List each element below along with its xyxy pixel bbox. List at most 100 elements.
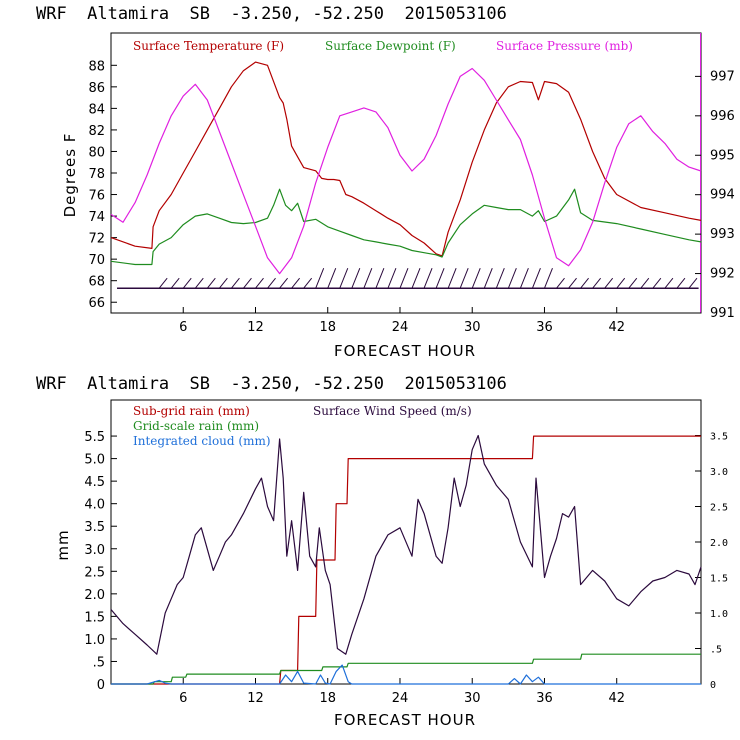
- y-tick-label: 5.0: [84, 453, 105, 468]
- wind-barb: [580, 277, 589, 289]
- x-tick-label: 24: [392, 691, 409, 706]
- precipitation-chart: WRF Altamira SB -3.250, -52.250 20150531…: [36, 374, 728, 729]
- right-axis-line-top: [700, 33, 701, 313]
- surface-pressure-line: [110, 67, 702, 275]
- wind-barb: [303, 277, 313, 289]
- wind-barb: [279, 277, 288, 289]
- wind-barb: [544, 268, 553, 289]
- wind-barb: [255, 277, 264, 289]
- y-tick-label: 70: [88, 253, 105, 268]
- y2-tick-label: 0: [710, 680, 716, 691]
- y2-tick-label: 3.0: [710, 467, 728, 478]
- wind-barb: [507, 268, 517, 289]
- temperature-chart: WRF Altamira SB -3.250, -52.250 20150531…: [36, 4, 735, 360]
- x-tick-label: 18: [319, 320, 336, 335]
- x-tick-label: 12: [247, 691, 264, 706]
- wind-barb: [568, 277, 577, 289]
- y-tick-label: 80: [88, 145, 105, 160]
- y-tick-label: 82: [88, 124, 105, 139]
- x-tick-label: 30: [464, 691, 481, 706]
- chart-title-top: WRF Altamira SB -3.250, -52.250 20150531…: [36, 4, 507, 24]
- sub-grid-rain-line: [111, 435, 701, 685]
- wind-barb: [495, 268, 505, 289]
- wind-barb: [556, 277, 565, 289]
- integrated-cloud-line: [111, 664, 701, 685]
- y2-tick-label: 994: [710, 188, 735, 203]
- wind-barb: [327, 268, 337, 289]
- x-tick-label: 24: [392, 320, 409, 335]
- legend-pressure: Surface Pressure (mb): [496, 39, 633, 53]
- y2-tick-label: .5: [710, 645, 722, 656]
- legend-grid-rain: Grid-scale rain (mm): [133, 419, 259, 433]
- wind-barb: [158, 277, 168, 289]
- wind-barb: [231, 277, 240, 289]
- x-tick-label: 6: [179, 691, 187, 706]
- y2-tick-label: 993: [710, 227, 735, 242]
- wind-barb: [604, 277, 614, 289]
- y2-tick-label: 996: [710, 109, 735, 124]
- wind-barb: [688, 277, 698, 289]
- y-tick-label: .5: [93, 655, 105, 670]
- y-axis-label-bottom: mm: [54, 529, 72, 560]
- wind-barb: [375, 268, 385, 289]
- legend-subgrid-rain: Sub-grid rain (mm): [133, 404, 250, 418]
- y-tick-label: 78: [88, 167, 105, 182]
- grid-scale-rain-line: [111, 653, 701, 685]
- wind-barbs: [117, 268, 699, 289]
- y-axis-right-bottom: 0 .5 1.0 1.5 2.0 2.5 3.0 3.5: [710, 432, 728, 692]
- wind-barb: [423, 268, 433, 289]
- wind-barb: [194, 277, 204, 289]
- wind-barb: [483, 268, 493, 289]
- y2-tick-label: 997: [710, 69, 735, 84]
- wind-barb: [399, 268, 409, 289]
- legend-integrated-cloud: Integrated cloud (mm): [133, 434, 271, 448]
- wind-barb: [182, 277, 192, 289]
- y-tick-label: 2.5: [84, 565, 105, 580]
- y2-tick-label: 2.0: [710, 538, 728, 549]
- y-tick-label: 5.5: [84, 430, 105, 445]
- x-axis-top: 6 12 18 24 30 36 42: [179, 320, 625, 335]
- y-axis-left-top: 66 68 70 72 74 76 78 80 82 84 86 88: [88, 59, 105, 311]
- series-group-top: [110, 61, 702, 275]
- legend-temperature: Surface Temperature (F): [133, 39, 284, 53]
- series-group-bottom: [110, 434, 702, 685]
- surface-temperature-line: [110, 61, 702, 257]
- wind-barb: [616, 277, 626, 289]
- x-tick-label: 36: [536, 691, 553, 706]
- y-axis-label-top: Degrees F: [61, 133, 79, 218]
- wind-barb: [363, 268, 373, 289]
- wind-barb: [339, 268, 349, 289]
- y-tick-label: 4.5: [84, 475, 105, 490]
- y-tick-label: 4.0: [84, 498, 105, 513]
- y-tick-label: 76: [88, 189, 105, 204]
- x-axis-label-bottom: FORECAST HOUR: [334, 711, 476, 729]
- wind-barb: [351, 268, 361, 289]
- y2-tick-label: 3.5: [710, 432, 728, 443]
- x-tick-label: 30: [464, 320, 481, 335]
- wind-barb: [640, 277, 650, 289]
- wind-barb: [315, 268, 325, 289]
- wind-barb: [652, 277, 662, 289]
- wind-barb: [592, 277, 602, 289]
- wind-barb: [459, 268, 469, 289]
- y-tick-label: 66: [88, 296, 105, 311]
- wind-barb: [531, 268, 541, 289]
- y-tick-label: 86: [88, 81, 105, 96]
- x-axis-bottom: 6 12 18 24 30 36 42: [179, 691, 625, 706]
- x-tick-label: 6: [179, 320, 187, 335]
- x-tick-label: 12: [247, 320, 264, 335]
- y-axis-left-bottom: 0 .5 1.0 1.5 2.0 2.5 3.0 3.5 4.0 4.5 5.0 5.5: [84, 430, 105, 693]
- x-tick-label: 18: [319, 691, 336, 706]
- legend-wind-speed: Surface Wind Speed (m/s): [313, 404, 472, 418]
- legend-dewpoint: Surface Dewpoint (F): [325, 39, 456, 53]
- wind-barb: [411, 268, 421, 289]
- wind-barb: [519, 268, 529, 289]
- wind-barb: [291, 277, 301, 289]
- y-tick-label: 74: [88, 210, 105, 225]
- wind-barb: [170, 277, 180, 289]
- wind-barb: [218, 277, 228, 289]
- wind-barb: [206, 277, 216, 289]
- x-tick-label: 36: [536, 320, 553, 335]
- wind-barb: [471, 268, 481, 289]
